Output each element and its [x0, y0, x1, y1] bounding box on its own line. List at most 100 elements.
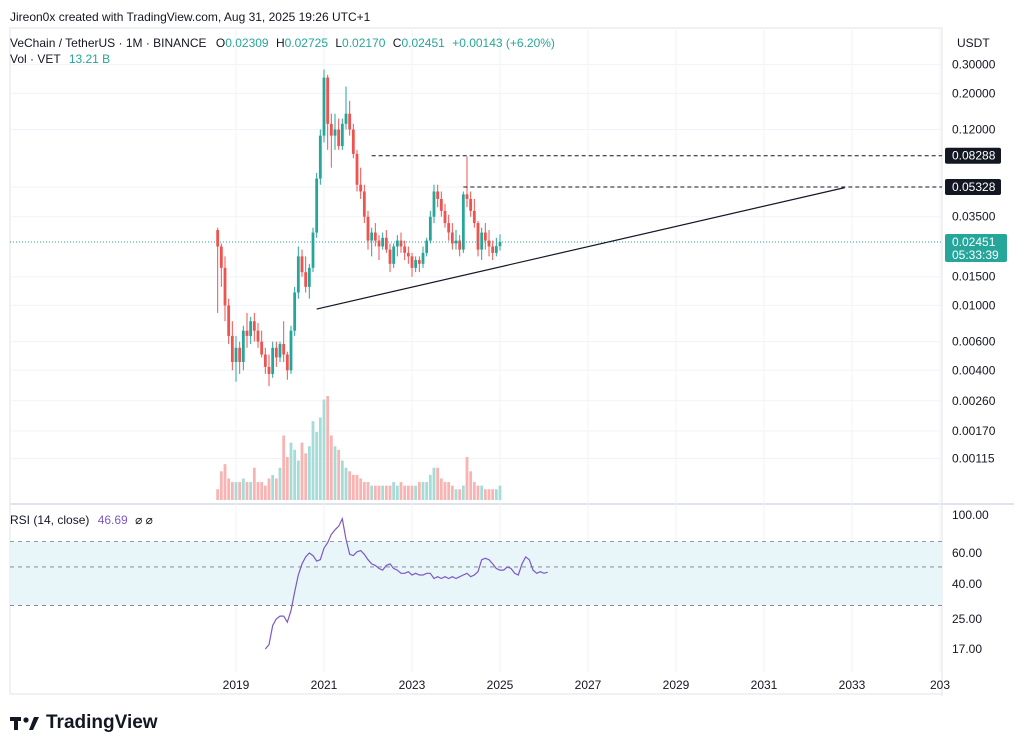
volume-label: Vol · VET — [10, 52, 61, 66]
volume-bar — [227, 478, 231, 500]
candle-body — [351, 129, 355, 154]
candles — [216, 69, 502, 387]
volume-bar — [428, 474, 432, 500]
candle-body — [329, 123, 333, 136]
volume-bar — [263, 485, 267, 500]
rsi-legend[interactable]: RSI (14, close) 46.69 ⌀ ⌀ — [10, 513, 153, 527]
volume-bar — [491, 489, 495, 500]
symbol-title: VeChain / TetherUS · 1M · BINANCE — [10, 36, 207, 50]
candle-body — [348, 113, 352, 130]
volume-bar — [472, 482, 476, 500]
volume-bar — [476, 485, 480, 500]
candle-body — [311, 232, 315, 268]
volume-bar — [359, 478, 363, 500]
candle-body — [256, 330, 260, 342]
candle-body — [263, 354, 267, 367]
candle-body — [340, 123, 344, 147]
symbol-legend[interactable]: VeChain / TetherUS · 1M · BINANCE O0.023… — [10, 36, 555, 50]
volume-bar — [450, 485, 454, 500]
candle-body — [417, 259, 421, 264]
volume-value: 13.21 B — [68, 52, 111, 66]
rsi-y-tick-label: 100.00 — [952, 508, 989, 522]
candle-body — [498, 241, 502, 247]
level-label: 0.08288 — [952, 149, 996, 163]
volume-bar — [307, 446, 311, 500]
y-tick-label: 0.00600 — [952, 335, 996, 349]
drawings — [10, 155, 942, 310]
candle-body — [406, 252, 410, 257]
high-value: 0.02725 — [284, 36, 329, 50]
candle-body — [241, 330, 245, 362]
x-tick-label: 2031 — [751, 678, 778, 692]
candle-body — [370, 232, 374, 241]
volume-bar — [465, 456, 469, 500]
candle-body — [252, 321, 256, 331]
volume-bar — [417, 482, 421, 500]
y-tick-label: 0.00400 — [952, 363, 996, 377]
volume-bar — [326, 396, 330, 500]
volume-legend[interactable]: Vol · VET 13.21 B — [10, 52, 110, 66]
x-tick-label: 2025 — [487, 678, 514, 692]
candle-body — [399, 240, 403, 247]
y-tick-label: 0.03500 — [952, 210, 996, 224]
candle-body — [355, 153, 359, 185]
candle-body — [443, 210, 447, 224]
candle-body — [458, 240, 462, 250]
candle-body — [274, 347, 278, 358]
volume-bar — [395, 485, 399, 500]
candle-body — [480, 232, 484, 250]
candle-body — [300, 256, 304, 273]
candle-body — [469, 198, 473, 211]
volume-bar — [461, 485, 465, 500]
candle-body — [230, 335, 234, 362]
candle-body — [293, 292, 297, 331]
rsi-label: RSI (14, close) — [10, 513, 90, 527]
volume-bar — [344, 467, 348, 500]
volume-bar — [469, 471, 473, 500]
volume-bar — [392, 482, 396, 500]
change-value: +0.00143 (+6.20%) — [452, 36, 555, 50]
volume-bar — [337, 449, 341, 500]
volume-bar — [216, 489, 220, 500]
x-tick-label: 2027 — [575, 678, 602, 692]
y-tick-label: 0.01000 — [952, 298, 996, 312]
candle-body — [432, 191, 436, 217]
candle-body — [326, 77, 330, 124]
volume-bar — [366, 482, 370, 500]
x-tick-label: 2019 — [223, 678, 250, 692]
volume-bar — [454, 489, 458, 500]
y-tick-label: 0.30000 — [952, 58, 996, 72]
x-tick-label: 2029 — [663, 678, 690, 692]
volume-bar — [223, 464, 227, 500]
rsi-line — [264, 516, 548, 650]
volume-bar — [245, 482, 249, 500]
y-tick-label: 0.00115 — [952, 452, 995, 466]
rsi-y-tick-label: 40.00 — [952, 577, 982, 591]
tradingview-logo[interactable]: TradingView — [10, 712, 158, 734]
candle-body — [366, 216, 370, 241]
currency-label[interactable]: USDT — [957, 36, 990, 50]
volume-bar — [238, 482, 242, 500]
candle-body — [271, 347, 275, 374]
volume-bar — [300, 442, 304, 500]
candle-body — [238, 347, 242, 362]
volume-bar — [340, 460, 344, 500]
candle-body — [388, 249, 392, 264]
candle-body — [296, 256, 300, 293]
volume-bar — [278, 467, 282, 500]
volume-bar — [329, 435, 333, 500]
rsi-value: 46.69 — [97, 513, 128, 527]
level-label: 0.05328 — [952, 180, 996, 194]
candle-body — [373, 232, 377, 241]
close-value: 0.02451 — [401, 36, 445, 50]
candle-body — [359, 184, 363, 192]
volume-bar — [425, 482, 429, 500]
volume-bar — [241, 478, 245, 500]
y-tick-label: 0.20000 — [952, 86, 996, 100]
volume-bar — [271, 474, 275, 500]
volume-bar — [381, 485, 385, 500]
candle-body — [227, 305, 231, 336]
candle-body — [267, 366, 271, 374]
rsi-settings-icons[interactable]: ⌀ ⌀ — [135, 513, 153, 527]
